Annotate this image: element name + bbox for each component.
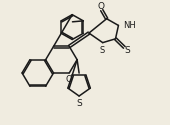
Text: O: O: [97, 2, 104, 11]
Text: S: S: [99, 46, 104, 56]
Text: S: S: [76, 99, 82, 108]
Text: O: O: [66, 75, 73, 84]
Text: S: S: [124, 46, 130, 55]
Text: NH: NH: [123, 21, 136, 30]
